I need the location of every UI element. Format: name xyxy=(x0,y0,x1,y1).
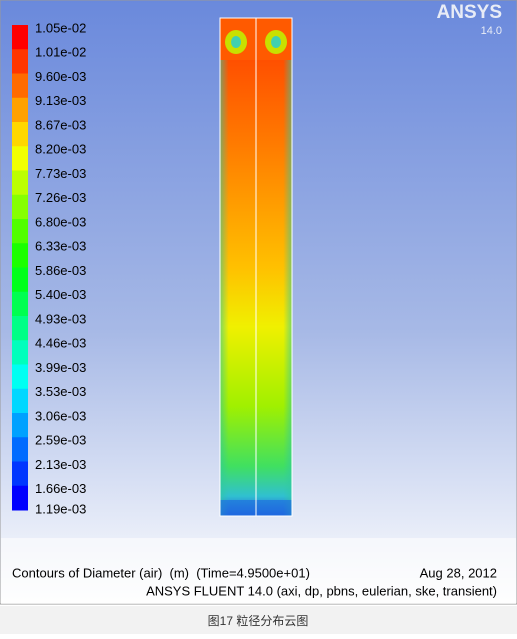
footer-title: Contours of Diameter (air) (m) (Time=4.9… xyxy=(12,565,310,580)
caption: 图17 粒径分布云图 xyxy=(208,613,309,628)
logo: ANSYS xyxy=(437,2,502,23)
colorbar-label: 3.99e-03 xyxy=(35,360,86,375)
color-swatch xyxy=(12,267,28,293)
footer-panel xyxy=(1,538,516,604)
colorbar-label: 5.40e-03 xyxy=(35,287,86,302)
color-swatch xyxy=(12,340,28,365)
colorbar-label: 2.59e-03 xyxy=(35,433,86,448)
color-swatch xyxy=(12,485,28,511)
logo-version: 14.0 xyxy=(481,25,502,37)
color-swatch xyxy=(12,97,28,123)
color-swatch xyxy=(12,73,28,99)
color-swatch xyxy=(12,170,28,196)
colorbar-label: 1.19e-03 xyxy=(35,501,86,516)
colorbar-label: 8.20e-03 xyxy=(35,142,86,157)
colorbar-label: 1.66e-03 xyxy=(35,481,86,496)
footer-date: Aug 28, 2012 xyxy=(420,565,497,580)
colorbar-label: 3.06e-03 xyxy=(35,408,86,423)
color-swatch xyxy=(12,49,28,74)
contour xyxy=(219,17,293,517)
colorbar-label: 5.86e-03 xyxy=(35,263,86,278)
colorbar-label: 3.53e-03 xyxy=(35,384,86,399)
colorbar: 1.05e-02 1.01e-02 9.60e-03 9.13e-03 8.67e-03… xyxy=(12,20,86,516)
colorbar-label: 9.13e-03 xyxy=(35,93,86,108)
colorbar-label: 1.05e-02 xyxy=(35,20,86,35)
colorbar-label: 6.80e-03 xyxy=(35,214,86,229)
colorbar-label: 2.13e-03 xyxy=(35,457,86,472)
colorbar-label: 4.46e-03 xyxy=(35,336,86,351)
color-swatch xyxy=(12,122,28,147)
color-swatch xyxy=(12,364,28,390)
color-swatch xyxy=(12,194,28,220)
color-swatch xyxy=(12,219,28,244)
colorbar-label: 7.26e-03 xyxy=(35,190,86,205)
colorbar-label: 4.93e-03 xyxy=(35,311,86,326)
colorbar-label: 1.01e-02 xyxy=(35,45,86,60)
color-swatch xyxy=(12,25,28,50)
color-swatch xyxy=(12,461,28,487)
colorbar-label: 6.33e-03 xyxy=(35,239,86,254)
colorbar-label: 8.67e-03 xyxy=(35,117,86,132)
footer-solver: ANSYS FLUENT 14.0 (axi, dp, pbns, euleri… xyxy=(146,583,497,598)
caption-bar xyxy=(0,606,517,634)
color-swatch xyxy=(12,388,28,414)
color-swatch xyxy=(12,316,28,341)
color-swatch xyxy=(12,146,28,171)
color-swatch xyxy=(12,243,28,268)
colorbar-label: 7.73e-03 xyxy=(35,166,86,181)
color-swatch xyxy=(12,437,28,462)
color-swatch xyxy=(12,413,28,438)
colorbar-label: 9.60e-03 xyxy=(35,69,86,84)
color-swatch xyxy=(12,291,28,317)
